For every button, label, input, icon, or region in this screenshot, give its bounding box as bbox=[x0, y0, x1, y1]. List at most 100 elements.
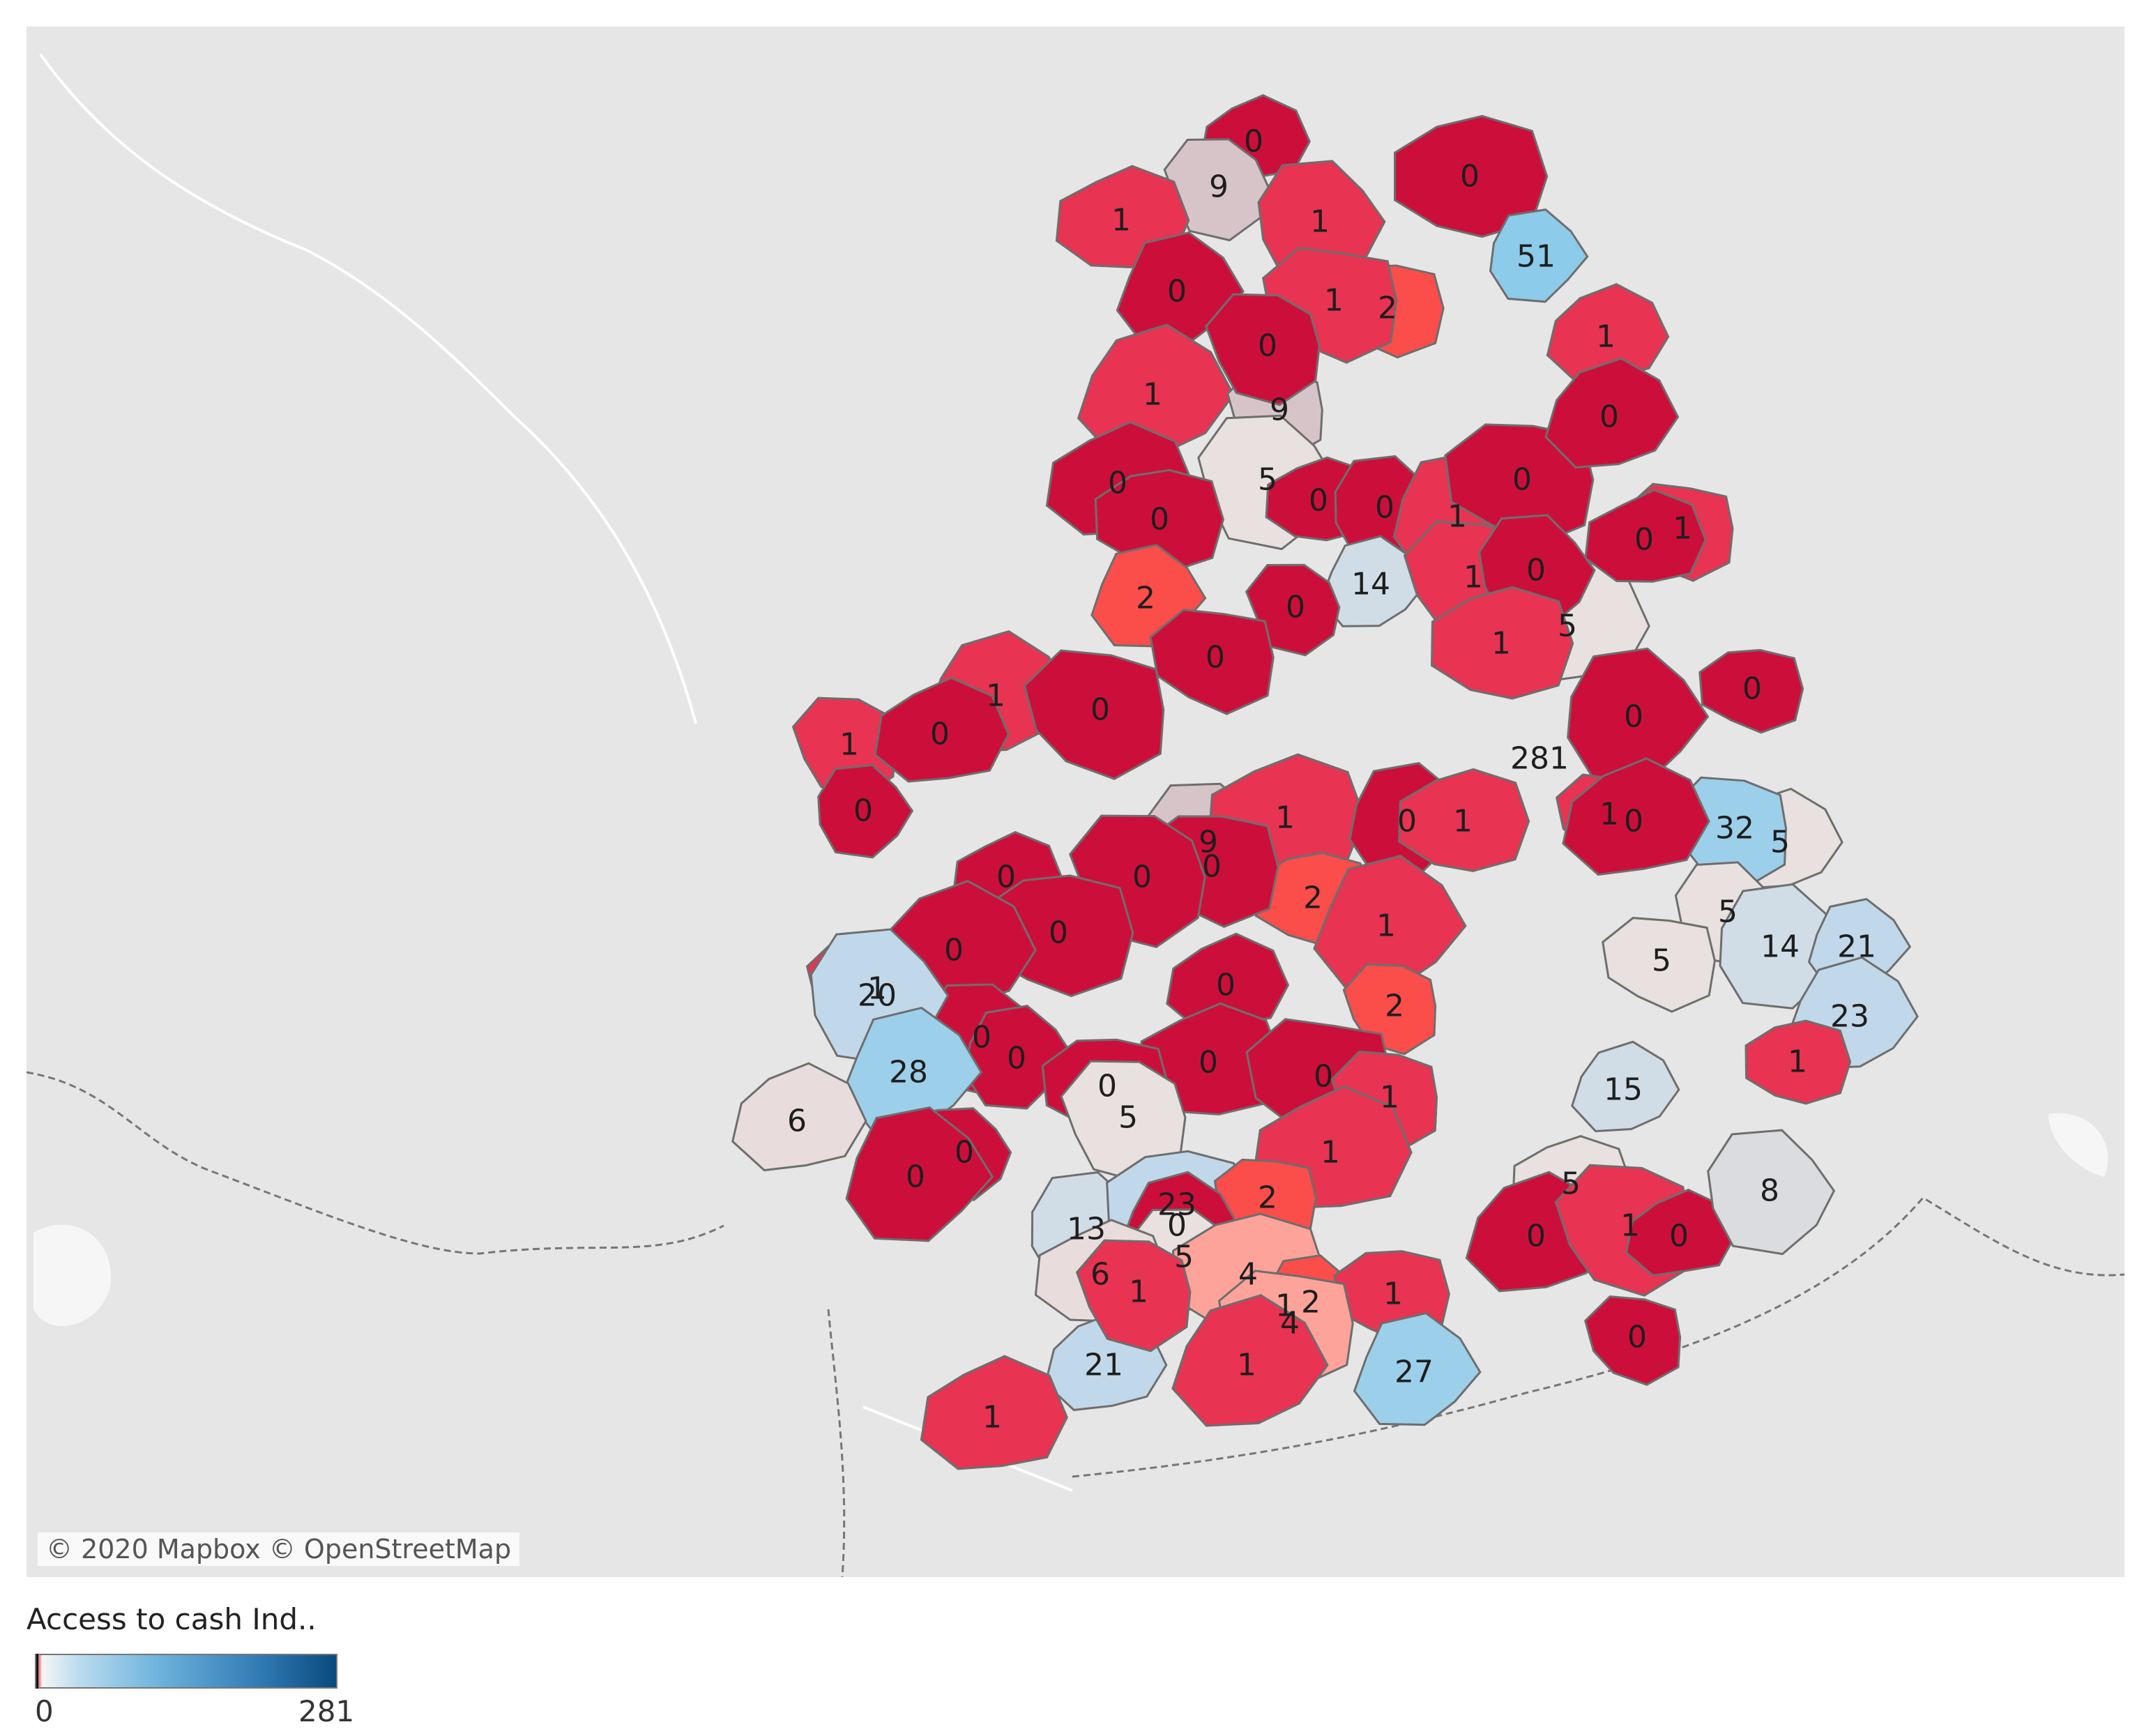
legend-max-label: 281 bbox=[298, 1694, 355, 1728]
region-value-label: 2 bbox=[1136, 581, 1155, 616]
region-value-label: 8 bbox=[1760, 1173, 1779, 1209]
region-value-label: 1 bbox=[1111, 203, 1131, 238]
region-value-label: 1 bbox=[1673, 511, 1692, 547]
region-value-label: 9 bbox=[1199, 825, 1218, 860]
country-border-line bbox=[1072, 1196, 2125, 1478]
water-body bbox=[33, 1224, 111, 1326]
region-value-label: 15 bbox=[1604, 1072, 1643, 1108]
region-value-label: 6 bbox=[787, 1104, 807, 1139]
river-line bbox=[39, 53, 697, 724]
region-area[interactable] bbox=[1023, 649, 1165, 780]
map-canvas[interactable]: 0 9 1 1 0 51 2 0 1 1 9 1 0 0 5 0 0 0 1 0 14 1 0 1 5 0 0 0 1 0 0 2 0 1 0 281… bbox=[26, 26, 2125, 1577]
region-value-label: 23 bbox=[1157, 1187, 1196, 1223]
region-value-label: 2 bbox=[1301, 1285, 1321, 1320]
region-value-label: 0 bbox=[1599, 399, 1619, 435]
region-value-label: 0 bbox=[1167, 274, 1187, 310]
region-value-label: 0 bbox=[1309, 483, 1328, 519]
region-area[interactable] bbox=[1075, 1239, 1192, 1353]
color-legend: Access to cash Ind.. 0 281 bbox=[26, 1602, 445, 1728]
region-value-label: 1 bbox=[1596, 319, 1616, 355]
region-area[interactable] bbox=[1562, 757, 1710, 876]
region-value-label: 281 bbox=[1510, 741, 1569, 777]
region-area[interactable] bbox=[1745, 1019, 1852, 1105]
region-area[interactable] bbox=[920, 1355, 1068, 1470]
map-attribution[interactable]: © 2020 Mapbox © OpenStreetMap bbox=[38, 1532, 520, 1566]
region-value-label: 0 bbox=[1314, 1059, 1333, 1095]
region-area[interactable] bbox=[1077, 323, 1235, 457]
region-area[interactable] bbox=[845, 1106, 994, 1242]
region-value-label: 0 bbox=[1375, 490, 1394, 526]
region-value-label: 0 bbox=[1244, 124, 1263, 160]
country-border-line bbox=[26, 1071, 724, 1255]
region-value-label: 1 bbox=[1383, 1277, 1403, 1312]
region-value-label: 1 bbox=[1275, 1288, 1295, 1324]
region-value-label: 5 bbox=[1558, 609, 1577, 644]
region-value-label: 0 bbox=[1512, 462, 1532, 498]
region-area[interactable] bbox=[1245, 563, 1341, 657]
region-area[interactable] bbox=[1094, 469, 1224, 573]
region-value-label: 1 bbox=[982, 1400, 1002, 1436]
region-value-label: 0 bbox=[1624, 804, 1643, 839]
region-value-label: 9 bbox=[1209, 169, 1229, 205]
region-value-label: 1 bbox=[1129, 1274, 1148, 1310]
region-area[interactable] bbox=[1544, 357, 1680, 469]
region-value-label: 0 bbox=[1258, 328, 1277, 364]
region-value-label: 2 bbox=[1303, 881, 1323, 916]
region-area[interactable] bbox=[1116, 231, 1245, 345]
region-value-label: 1 bbox=[1310, 204, 1330, 240]
region-area[interactable] bbox=[1205, 293, 1321, 406]
region-value-label: 0 bbox=[1460, 159, 1480, 195]
region-area[interactable] bbox=[1489, 208, 1589, 303]
region-area[interactable] bbox=[1707, 1129, 1836, 1256]
region-area[interactable] bbox=[1398, 768, 1530, 872]
region-area[interactable] bbox=[1625, 1188, 1736, 1277]
region-area[interactable] bbox=[731, 1062, 867, 1172]
region-value-label: 9 bbox=[1270, 393, 1289, 428]
region-area[interactable] bbox=[1171, 1294, 1329, 1427]
region-value-label: 0 bbox=[1627, 1320, 1647, 1355]
region-value-label: 1 bbox=[1464, 560, 1483, 595]
region-value-label: 0 bbox=[955, 1135, 974, 1171]
region-value-label: 1 bbox=[1599, 797, 1619, 832]
region-value-label: 0 bbox=[1132, 860, 1152, 895]
region-value-label: 28 bbox=[889, 1055, 928, 1090]
region-value-label: 0 bbox=[853, 793, 873, 829]
region-value-label: 1 bbox=[839, 727, 859, 763]
region-value-label: 0 bbox=[1624, 699, 1643, 735]
region-area[interactable] bbox=[874, 676, 1010, 783]
region-value-label: 0 bbox=[1634, 522, 1654, 558]
region-value-label: 0 bbox=[1397, 804, 1417, 839]
region-value-label: 5 bbox=[1174, 1240, 1194, 1275]
region-area[interactable] bbox=[1149, 609, 1275, 715]
region-value-label: 1 bbox=[1453, 804, 1473, 839]
country-border-line bbox=[827, 1309, 846, 1577]
region-area[interactable] bbox=[1353, 1311, 1482, 1426]
region-area[interactable] bbox=[1583, 1295, 1682, 1386]
region-value-label: 0 bbox=[1097, 1069, 1117, 1104]
region-value-label: 14 bbox=[1761, 929, 1800, 965]
region-value-label: 0 bbox=[1049, 915, 1068, 951]
region-value-label: 27 bbox=[1394, 1355, 1434, 1390]
region-area[interactable] bbox=[1571, 1040, 1680, 1133]
region-value-label: 0 bbox=[1669, 1219, 1689, 1254]
legend-color-ramp bbox=[35, 1654, 337, 1689]
region-value-label: 51 bbox=[1517, 239, 1556, 275]
region-value-label: 0 bbox=[972, 1020, 991, 1056]
region-value-label: 1 bbox=[1321, 1135, 1340, 1171]
region-value-label: 0 bbox=[1216, 968, 1236, 1003]
region-area[interactable] bbox=[1430, 586, 1574, 700]
region-value-label: 4 bbox=[1238, 1257, 1258, 1293]
region-area[interactable] bbox=[817, 763, 914, 859]
region-value-label: 1 bbox=[1324, 283, 1344, 319]
region-value-label: 1 bbox=[986, 678, 1005, 714]
region-value-label: 1 bbox=[1788, 1044, 1807, 1080]
region-area[interactable] bbox=[1602, 917, 1716, 1013]
region-area[interactable] bbox=[1584, 489, 1707, 583]
region-area[interactable] bbox=[1698, 648, 1804, 734]
region-value-label: 0 bbox=[1090, 692, 1110, 728]
region-value-label: 0 bbox=[1007, 1041, 1026, 1076]
region-value-label: 1 bbox=[1143, 377, 1162, 413]
background-features bbox=[26, 53, 2125, 1577]
region-value-label: 1 bbox=[1620, 1208, 1640, 1244]
